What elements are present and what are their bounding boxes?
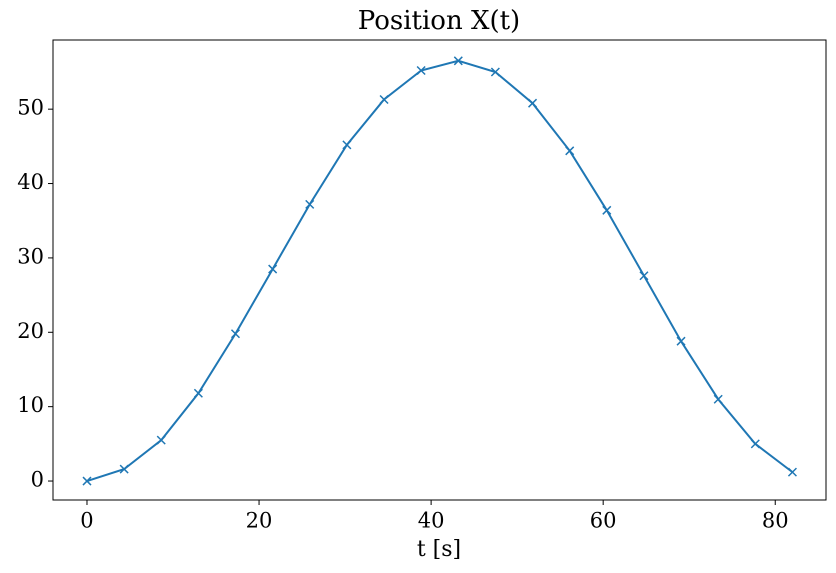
- y-tick-label: 30: [17, 244, 44, 268]
- x-tick-label: 60: [590, 509, 617, 533]
- marker: [639, 271, 649, 281]
- chart-title: Position X(t): [358, 6, 520, 36]
- x-tick-label: 40: [418, 509, 445, 533]
- plot-frame: [52, 39, 827, 501]
- marker: [787, 467, 797, 477]
- y-tick-label: 0: [31, 468, 44, 492]
- marker: [713, 394, 723, 404]
- marker: [82, 476, 92, 486]
- marker: [453, 56, 463, 66]
- x-tick-label: 80: [762, 509, 789, 533]
- marker: [156, 435, 166, 445]
- marker: [119, 464, 129, 474]
- y-tick-label: 10: [17, 393, 44, 417]
- marker: [342, 140, 352, 150]
- x-tick-label: 0: [80, 509, 93, 533]
- marker: [379, 94, 389, 105]
- marker: [268, 264, 278, 274]
- x-tick-label: 20: [246, 509, 273, 533]
- marker: [305, 199, 315, 209]
- marker: [490, 67, 500, 77]
- marker: [565, 146, 575, 156]
- y-tick-label: 20: [17, 319, 44, 343]
- line: [86, 59, 794, 482]
- marker: [230, 329, 241, 339]
- x-axis-label: t [s]: [417, 537, 461, 562]
- marker: [602, 205, 612, 215]
- marker: [676, 336, 686, 346]
- marker: [750, 439, 760, 449]
- marker: [193, 388, 203, 398]
- y-tick-label: 40: [17, 170, 44, 194]
- marker: [416, 65, 426, 76]
- y-tick-label: 50: [17, 96, 44, 120]
- marker: [528, 98, 538, 108]
